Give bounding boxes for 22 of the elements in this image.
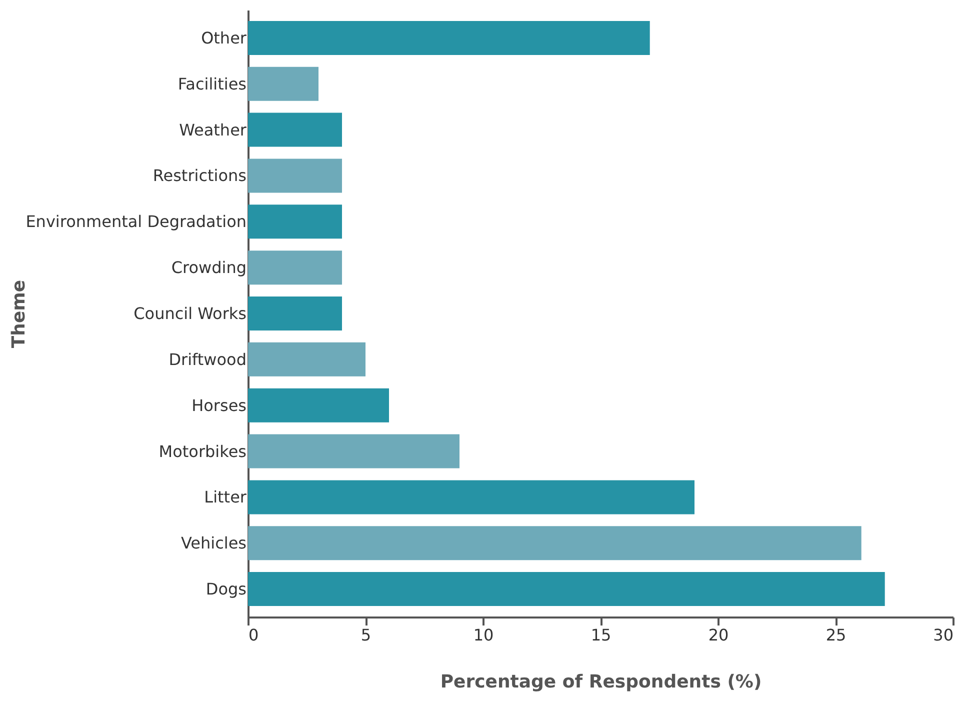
y-tick-label: Dogs xyxy=(206,580,246,599)
y-tick-label: Crowding xyxy=(171,258,246,278)
x-tick-label: 10 xyxy=(473,626,494,644)
y-tick-label: Weather xyxy=(179,120,247,140)
x-tick-label: 30 xyxy=(933,626,954,644)
y-tick-label: Facilities xyxy=(178,74,246,94)
y-tick-label: Restrictions xyxy=(152,166,246,186)
x-tick-label: 25 xyxy=(826,626,846,644)
y-tick-label: Driftwood xyxy=(168,350,246,369)
y-tick-label: Horses xyxy=(192,396,246,415)
x-tick-label: 0 xyxy=(248,626,259,644)
x-axis-title: Percentage of Respondents (%) xyxy=(440,672,762,692)
y-tick-label: Council Works xyxy=(134,304,246,323)
y-tick-label: Other xyxy=(201,28,247,48)
y-tick-label: Litter xyxy=(204,488,247,507)
y-axis-title: Theme xyxy=(8,280,30,348)
x-tick-label: 5 xyxy=(360,626,372,644)
y-tick-label: Motorbikes xyxy=(158,442,246,461)
x-tick-label: 15 xyxy=(590,626,612,644)
x-tick-label: 20 xyxy=(708,626,729,644)
y-tick-label: Environmental Degradation xyxy=(26,212,246,232)
y-tick-label: Vehicles xyxy=(180,534,246,553)
